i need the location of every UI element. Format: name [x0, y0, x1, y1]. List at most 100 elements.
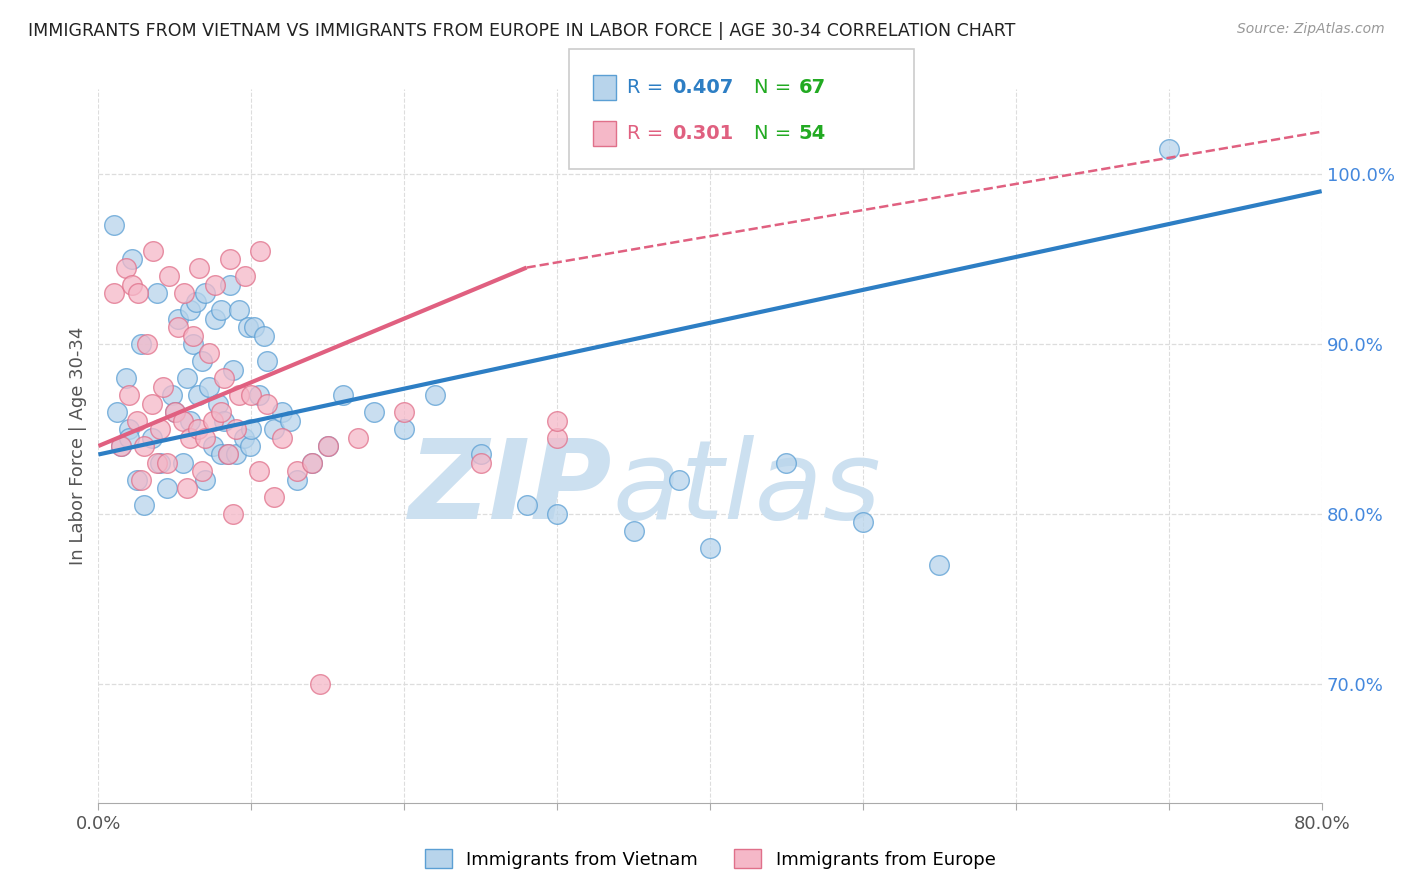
- Point: [270, 430, 294, 444]
- Point: [186, 294, 208, 309]
- Point: [172, 413, 194, 427]
- Point: [546, 413, 568, 427]
- Point: [775, 456, 797, 470]
- Point: [129, 473, 152, 487]
- Point: [145, 456, 167, 470]
- Point: [301, 456, 323, 470]
- Point: [316, 439, 339, 453]
- Point: [110, 439, 132, 453]
- Point: [207, 396, 229, 410]
- Point: [145, 286, 167, 301]
- Point: [516, 499, 538, 513]
- Point: [118, 422, 141, 436]
- Point: [309, 677, 332, 691]
- Point: [129, 337, 152, 351]
- Point: [194, 473, 217, 487]
- Text: R =: R =: [627, 124, 669, 144]
- Point: [141, 430, 163, 444]
- Point: [152, 379, 174, 393]
- Point: [243, 320, 266, 334]
- Point: [219, 252, 242, 266]
- Point: [233, 269, 256, 284]
- Point: [181, 328, 204, 343]
- Point: [623, 524, 645, 538]
- Point: [332, 388, 354, 402]
- Point: [219, 277, 242, 292]
- Point: [136, 337, 159, 351]
- Point: [278, 413, 301, 427]
- Point: [157, 269, 180, 284]
- Point: [125, 413, 148, 427]
- Point: [247, 388, 270, 402]
- Point: [209, 303, 232, 318]
- Point: [263, 490, 285, 504]
- Point: [392, 422, 416, 436]
- Text: IMMIGRANTS FROM VIETNAM VS IMMIGRANTS FROM EUROPE IN LABOR FORCE | AGE 30-34 COR: IMMIGRANTS FROM VIETNAM VS IMMIGRANTS FR…: [28, 22, 1015, 40]
- Point: [316, 439, 339, 453]
- Point: [163, 405, 186, 419]
- Point: [225, 422, 247, 436]
- Point: [142, 244, 165, 258]
- Point: [228, 388, 250, 402]
- Point: [160, 388, 183, 402]
- Text: 0.407: 0.407: [672, 78, 734, 97]
- Point: [103, 218, 125, 232]
- Point: [204, 311, 226, 326]
- Point: [118, 388, 141, 402]
- Text: atlas: atlas: [612, 435, 880, 542]
- Point: [232, 430, 254, 444]
- Point: [121, 277, 143, 292]
- Point: [176, 482, 198, 496]
- Point: [263, 422, 285, 436]
- Point: [212, 371, 235, 385]
- Point: [105, 405, 128, 419]
- Point: [209, 448, 232, 462]
- Point: [228, 303, 250, 318]
- Point: [134, 439, 156, 453]
- Point: [252, 328, 274, 343]
- Point: [423, 388, 446, 402]
- Point: [167, 311, 190, 326]
- Point: [179, 430, 201, 444]
- Point: [202, 439, 225, 453]
- Point: [118, 430, 141, 444]
- Point: [347, 430, 370, 444]
- Point: [470, 448, 492, 462]
- Point: [149, 422, 172, 436]
- Point: [125, 473, 148, 487]
- Point: [156, 456, 179, 470]
- Point: [121, 252, 143, 266]
- Point: [134, 499, 156, 513]
- Point: [852, 516, 875, 530]
- Text: Source: ZipAtlas.com: Source: ZipAtlas.com: [1237, 22, 1385, 37]
- Point: [179, 413, 201, 427]
- Point: [363, 405, 385, 419]
- Point: [194, 286, 217, 301]
- Point: [546, 430, 568, 444]
- Point: [141, 396, 163, 410]
- Point: [197, 379, 219, 393]
- Text: R =: R =: [627, 78, 669, 97]
- Point: [172, 456, 194, 470]
- Point: [191, 465, 214, 479]
- Point: [103, 286, 125, 301]
- Y-axis label: In Labor Force | Age 30-34: In Labor Force | Age 30-34: [69, 326, 87, 566]
- Point: [191, 354, 214, 368]
- Point: [285, 473, 308, 487]
- Point: [546, 507, 568, 521]
- Point: [212, 413, 235, 427]
- Point: [222, 507, 245, 521]
- Point: [181, 337, 204, 351]
- Legend: Immigrants from Vietnam, Immigrants from Europe: Immigrants from Vietnam, Immigrants from…: [418, 842, 1002, 876]
- Point: [256, 396, 278, 410]
- Text: N =: N =: [754, 124, 797, 144]
- Point: [392, 405, 416, 419]
- Point: [222, 362, 245, 376]
- Point: [240, 422, 263, 436]
- Text: 67: 67: [799, 78, 825, 97]
- Point: [173, 286, 195, 301]
- Point: [163, 405, 186, 419]
- Point: [225, 448, 247, 462]
- Point: [176, 371, 198, 385]
- Text: ZIP: ZIP: [409, 435, 612, 542]
